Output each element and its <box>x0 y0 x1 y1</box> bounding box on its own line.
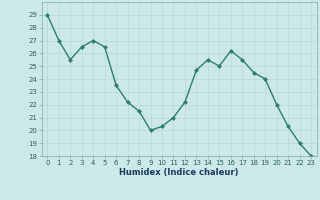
X-axis label: Humidex (Indice chaleur): Humidex (Indice chaleur) <box>119 168 239 177</box>
